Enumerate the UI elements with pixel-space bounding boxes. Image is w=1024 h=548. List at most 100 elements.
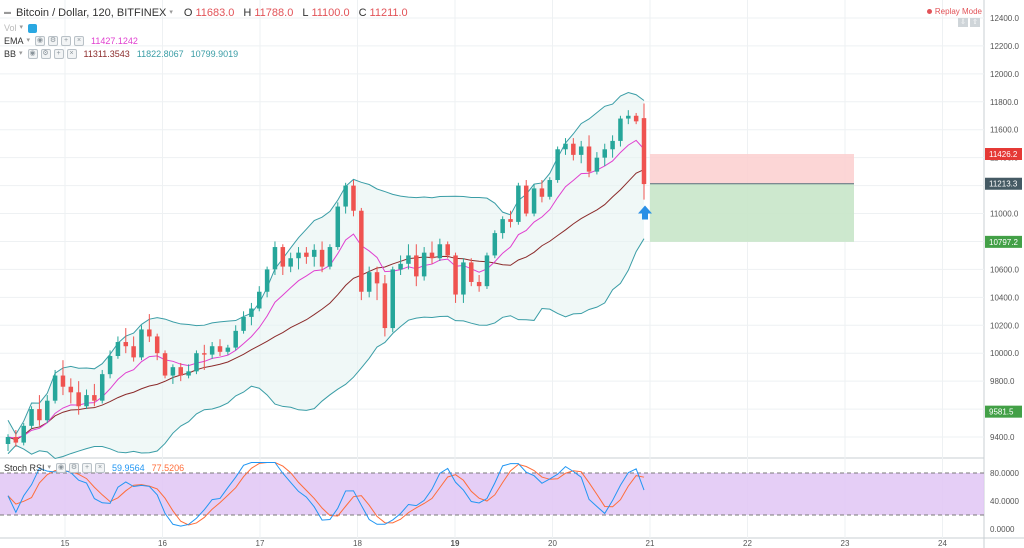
candle-body[interactable] — [453, 255, 458, 295]
candle-body[interactable] — [115, 342, 121, 356]
candle-body[interactable] — [304, 252, 309, 257]
eye-icon[interactable]: ◉ — [56, 463, 67, 473]
candle-body[interactable] — [147, 329, 152, 337]
candle-body[interactable] — [249, 308, 254, 317]
candle-body[interactable] — [578, 146, 584, 155]
replay-mode-indicator[interactable]: Replay Mode — [926, 7, 982, 16]
candle-body[interactable] — [186, 371, 191, 376]
candle-body[interactable] — [398, 263, 403, 270]
close-icon[interactable]: × — [66, 49, 77, 59]
candle-body[interactable] — [523, 185, 529, 214]
candle-body[interactable] — [241, 316, 246, 331]
candle-body[interactable] — [194, 353, 199, 372]
candle-body[interactable] — [414, 255, 419, 277]
candle-body[interactable] — [406, 255, 411, 264]
symbol-title[interactable]: Bitcoin / Dollar, 120, BITFINEX — [16, 7, 167, 19]
chevron-down-icon[interactable]: ▾ — [19, 50, 23, 57]
candle-body[interactable] — [327, 247, 333, 267]
candle-body[interactable] — [311, 249, 317, 257]
candle-body[interactable] — [319, 249, 325, 267]
add-icon[interactable]: + — [53, 49, 64, 59]
candle-body[interactable] — [272, 247, 278, 270]
candle-body[interactable] — [610, 140, 615, 150]
eye-icon[interactable]: ◉ — [35, 36, 46, 46]
settings-icon[interactable]: ⚙ — [40, 49, 51, 59]
candle-body[interactable] — [437, 244, 443, 259]
candle-body[interactable] — [154, 336, 160, 354]
candle-body[interactable] — [602, 149, 607, 158]
chevron-down-icon[interactable]: ▾ — [169, 9, 173, 16]
candle-body[interactable] — [374, 272, 380, 284]
candle-body[interactable] — [618, 118, 623, 141]
close-icon[interactable]: × — [74, 36, 85, 46]
candle-body[interactable] — [84, 395, 89, 407]
candle-body[interactable] — [107, 355, 113, 375]
candle-body[interactable] — [139, 329, 144, 358]
candle-body[interactable] — [484, 255, 490, 287]
candle-body[interactable] — [531, 188, 537, 214]
candle-body[interactable] — [594, 157, 600, 172]
download-icon[interactable]: ⇩ — [958, 18, 968, 27]
chevron-down-icon[interactable]: ▾ — [19, 24, 24, 31]
candle-body[interactable] — [351, 185, 356, 211]
candle-body[interactable] — [296, 252, 301, 259]
candle-body[interactable] — [29, 409, 34, 426]
candle-body[interactable] — [288, 258, 293, 267]
settings-icon[interactable]: ⚙ — [48, 36, 59, 46]
candle-body[interactable] — [641, 118, 647, 185]
upload-icon[interactable]: ⇧ — [970, 18, 980, 27]
stop-loss-zone[interactable] — [650, 154, 854, 184]
candle-body[interactable] — [516, 185, 521, 222]
candle-body[interactable] — [366, 272, 372, 292]
candle-body[interactable] — [500, 219, 505, 234]
candle-body[interactable] — [202, 353, 207, 355]
vol-label[interactable]: Vol — [4, 23, 17, 33]
eye-icon[interactable] — [28, 23, 38, 33]
candle-body[interactable] — [178, 367, 183, 376]
candle-body[interactable] — [162, 353, 168, 376]
chevron-down-icon[interactable]: ▾ — [26, 37, 31, 44]
candle-body[interactable] — [131, 346, 136, 358]
candle-body[interactable] — [469, 262, 474, 282]
candle-body[interactable] — [217, 346, 223, 352]
candle-body[interactable] — [563, 143, 568, 150]
add-icon[interactable]: + — [82, 463, 93, 473]
candle-body[interactable] — [68, 386, 74, 393]
candle-body[interactable] — [264, 269, 270, 292]
candle-body[interactable] — [626, 115, 631, 119]
candle-body[interactable] — [429, 252, 435, 259]
stoch-label[interactable]: Stoch RSI — [4, 463, 45, 473]
candle-body[interactable] — [37, 409, 42, 421]
candle-body[interactable] — [76, 392, 81, 407]
candle-body[interactable] — [280, 247, 286, 267]
candle-body[interactable] — [508, 219, 513, 222]
candle-body[interactable] — [421, 252, 427, 277]
candle-body[interactable] — [547, 180, 553, 197]
bb-label[interactable]: BB — [4, 49, 17, 59]
candle-body[interactable] — [99, 374, 105, 401]
candle-body[interactable] — [343, 185, 348, 207]
candle-body[interactable] — [225, 347, 231, 352]
candle-body[interactable] — [359, 210, 364, 292]
candle-body[interactable] — [461, 262, 466, 295]
candle-body[interactable] — [5, 437, 11, 444]
collapse-arrow-icon[interactable]: ▬ — [4, 9, 11, 16]
ema-label[interactable]: EMA — [4, 36, 24, 46]
candle-body[interactable] — [123, 342, 129, 347]
candle-body[interactable] — [390, 269, 395, 329]
candle-body[interactable] — [476, 281, 482, 287]
candle-body[interactable] — [555, 149, 560, 181]
candle-body[interactable] — [45, 400, 50, 421]
candle-body[interactable] — [60, 375, 66, 387]
add-icon[interactable]: + — [61, 36, 72, 46]
candle-body[interactable] — [492, 233, 498, 256]
candle-body[interactable] — [170, 367, 176, 376]
candle-body[interactable] — [335, 206, 341, 248]
candle-body[interactable] — [539, 188, 545, 197]
chevron-down-icon[interactable]: ▾ — [47, 464, 52, 471]
candle-body[interactable] — [209, 346, 215, 355]
candle-body[interactable] — [92, 395, 97, 401]
eye-icon[interactable]: ◉ — [27, 49, 38, 59]
candle-body[interactable] — [257, 291, 262, 309]
